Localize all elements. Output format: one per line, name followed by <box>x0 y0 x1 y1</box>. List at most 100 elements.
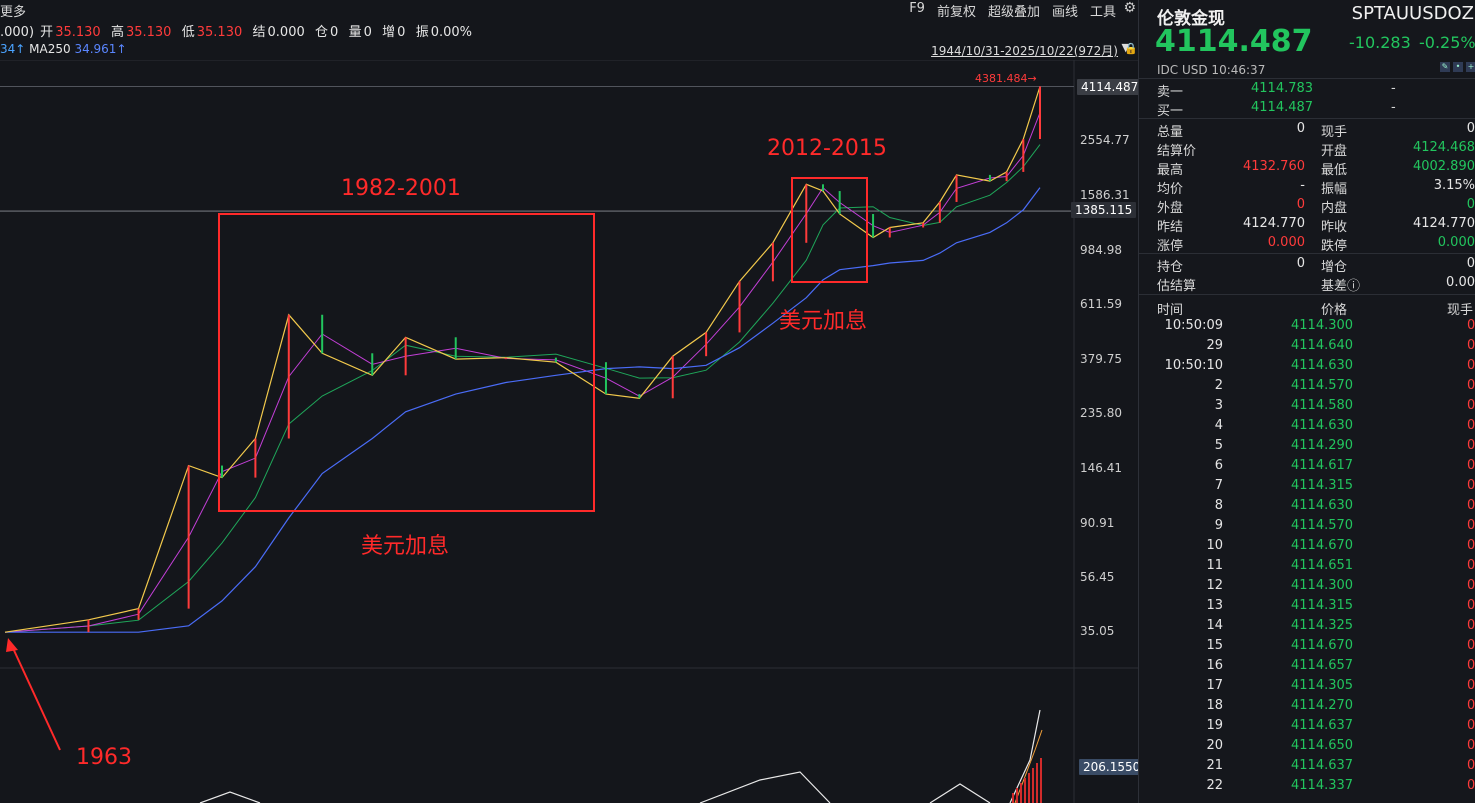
date-range[interactable]: 1944/10/31-2025/10/22(972月) <box>931 44 1118 58</box>
indicator-bar <box>1040 758 1042 803</box>
ma250-line <box>5 187 1041 633</box>
stat-value: 4002.890 <box>1412 159 1475 174</box>
settle-label: 结 <box>252 25 266 40</box>
add-icon[interactable]: + <box>1466 62 1475 72</box>
divider <box>1139 253 1475 254</box>
open-label: 开 <box>40 25 54 40</box>
stat-label: 均价 <box>1157 182 1184 197</box>
adjust-button[interactable]: 前复权 <box>936 5 976 20</box>
annotation-usd-hike-1: 美元加息 <box>361 534 450 559</box>
indicator-line <box>199 709 1041 803</box>
tick-price: 4114.305 <box>1291 678 1354 693</box>
stat-label: 总量 <box>1157 125 1184 140</box>
ma-prefix: 34↑ <box>0 42 26 56</box>
y-tick-label: 35.05 <box>1080 624 1115 638</box>
box-1982-2001 <box>218 213 595 512</box>
ma-line-green <box>4 144 1041 633</box>
tick-vol: 0 <box>1467 418 1475 433</box>
tick-vol: 0 <box>1467 618 1475 633</box>
stat-label: 最低 <box>1321 163 1348 178</box>
panel-icons: ✎ • + <box>1440 62 1475 72</box>
tick-price: 4114.300 <box>1291 318 1354 333</box>
amp-value: 0.00% <box>430 25 473 40</box>
tick-vol: 0 <box>1467 478 1475 493</box>
y-tick-label: 90.91 <box>1080 516 1115 530</box>
indicator-tag: 206.1550 <box>1079 759 1145 775</box>
lock-icon[interactable]: 🔒 <box>1124 42 1138 55</box>
y-tick-label: 984.98 <box>1080 243 1122 257</box>
tick-time: 3 <box>1214 398 1223 413</box>
stat-label: 开盘 <box>1321 144 1348 159</box>
stat-value: 4124.770 <box>1242 216 1305 231</box>
tick-vol: 0 <box>1467 518 1475 533</box>
tick-price: 4114.637 <box>1291 718 1354 733</box>
stat-value: 0.000 <box>1267 235 1305 250</box>
tick-time: 7 <box>1214 478 1223 493</box>
tick-time: 4 <box>1214 418 1223 433</box>
bid-vol: - <box>1391 100 1396 115</box>
overlay-button[interactable]: 超级叠加 <box>987 5 1040 20</box>
tick-time: 21 <box>1206 758 1223 773</box>
tick-time: 10:50:10 <box>1164 358 1223 373</box>
more-button[interactable]: 更多 <box>0 5 27 20</box>
tick-time: 14 <box>1206 618 1223 633</box>
tools-button[interactable]: 工具 <box>1089 5 1116 20</box>
stat-value <box>1239 140 1305 159</box>
y-tick-label: 235.80 <box>1080 406 1122 420</box>
stat-label: 昨结 <box>1157 220 1184 235</box>
instrument-code: SPTAUUSDOZ <box>1351 3 1474 24</box>
low-label: 低 <box>181 25 195 40</box>
vol-value: 0 <box>363 25 372 40</box>
current-price-tag: 4114.487 <box>1077 79 1143 95</box>
box-2012-2015 <box>791 177 868 283</box>
tick-time: 8 <box>1214 498 1223 513</box>
stat-label: 现手 <box>1321 125 1348 140</box>
price-chart[interactable] <box>0 60 1138 803</box>
stat-label: 跌停 <box>1321 239 1348 254</box>
tick-price: 4114.315 <box>1291 478 1354 493</box>
stat-value: - <box>1300 178 1305 193</box>
stat-value: 0.000 <box>1437 235 1475 250</box>
tick-vol: 0 <box>1467 718 1475 733</box>
tick-vol: 0 <box>1467 438 1475 453</box>
stat-value <box>1239 275 1305 294</box>
tick-time: 5 <box>1214 438 1223 453</box>
tick-time: 15 <box>1206 638 1223 653</box>
tick-time: 11 <box>1206 558 1223 573</box>
crosshair-price-tag: 1385.115 <box>1071 202 1137 218</box>
ma250-label: MA250 <box>29 42 71 56</box>
bell-icon[interactable]: • <box>1453 62 1463 72</box>
stat-value: 0.00 <box>1446 275 1475 290</box>
stat-label: 振幅 <box>1321 182 1348 197</box>
tick-vol: 0 <box>1467 598 1475 613</box>
edit-icon[interactable]: ✎ <box>1440 62 1450 72</box>
tick-time: 12 <box>1206 578 1223 593</box>
stat-value: 3.15% <box>1433 178 1475 193</box>
annotation-usd-hike-2: 美元加息 <box>779 309 868 334</box>
tick-vol-header: 现手 <box>1447 303 1474 318</box>
f9-button[interactable]: F9 <box>909 1 925 16</box>
oi-label: 仓 <box>315 25 329 40</box>
tick-time: 18 <box>1206 698 1223 713</box>
tick-vol: 0 <box>1467 578 1475 593</box>
tick-price: 4114.657 <box>1291 658 1354 673</box>
tick-vol: 0 <box>1467 378 1475 393</box>
stat-value: 4124.770 <box>1412 216 1475 231</box>
arrow-head-icon <box>6 638 18 652</box>
tick-vol: 0 <box>1467 558 1475 573</box>
stat-label: 涨停 <box>1157 239 1184 254</box>
draw-button[interactable]: 画线 <box>1051 5 1078 20</box>
annotation-2012-2015: 2012-2015 <box>767 136 887 161</box>
divider <box>1139 118 1475 119</box>
last-price: 4114.487 <box>1155 24 1313 59</box>
range-dropdown-icon[interactable]: ▼ <box>1121 41 1130 54</box>
tick-vol: 0 <box>1467 778 1475 793</box>
tick-price: 4114.670 <box>1291 538 1354 553</box>
tick-vol: 0 <box>1467 318 1475 333</box>
tick-vol: 0 <box>1467 758 1475 773</box>
gear-icon[interactable]: ⚙ <box>1123 0 1136 16</box>
high-label: 高 <box>110 25 124 40</box>
chart-area[interactable]: 更多 F9 前复权 超级叠加 画线 工具 ⚙ .000) 开 35.130 高 35… <box>0 0 1145 803</box>
ma-line-purple <box>4 112 1041 633</box>
